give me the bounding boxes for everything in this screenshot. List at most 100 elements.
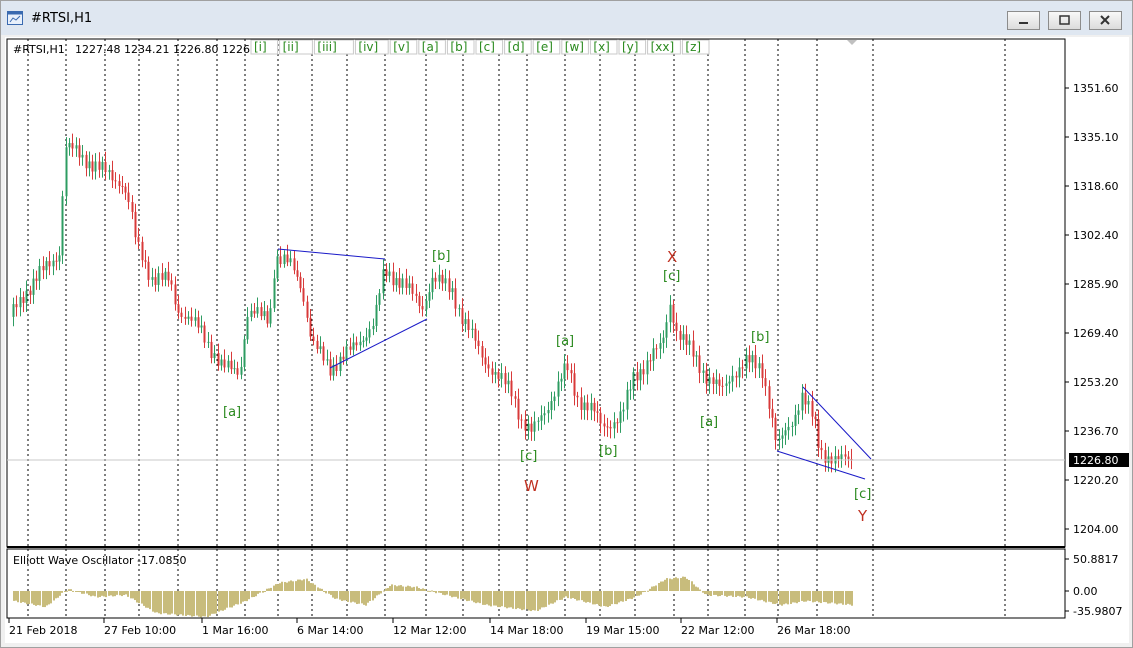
oscillator-bar xyxy=(686,578,688,591)
wave-button[interactable] xyxy=(446,39,475,55)
oscillator-bar xyxy=(398,585,400,591)
candle-body xyxy=(527,423,530,431)
minimize-button[interactable] xyxy=(1007,11,1040,30)
candle-body xyxy=(213,353,216,359)
wave-button[interactable] xyxy=(589,39,618,55)
wave-button[interactable] xyxy=(681,39,710,55)
oscillator-bar xyxy=(774,591,776,604)
oscillator-bar xyxy=(334,591,336,599)
oscillator-bar xyxy=(385,588,387,591)
oscillator-bar xyxy=(550,591,552,604)
oscillator-bar xyxy=(658,583,660,591)
oscillator-bar xyxy=(816,591,818,602)
close-button[interactable] xyxy=(1089,11,1122,30)
oscillator-bar xyxy=(15,591,17,601)
candle-body xyxy=(29,290,32,295)
wave-button[interactable] xyxy=(647,39,681,55)
oscillator-bar xyxy=(440,591,442,593)
candle-body xyxy=(748,355,751,363)
candle-body xyxy=(599,412,602,424)
oscillator-bar xyxy=(204,591,206,617)
wave-button[interactable] xyxy=(313,39,354,55)
oscillator-bar xyxy=(845,591,847,605)
wave-button[interactable] xyxy=(618,39,647,55)
oscillator-bar xyxy=(776,591,778,604)
oscillator-bar xyxy=(750,591,752,599)
oscillator-bar xyxy=(246,591,248,602)
candle-body xyxy=(184,316,187,319)
oscillator-bar xyxy=(31,591,33,604)
wave-button[interactable] xyxy=(532,39,561,55)
oscillator-bar xyxy=(785,591,787,604)
oscillator-bar xyxy=(218,591,220,612)
oscillator-bar xyxy=(462,591,464,599)
oscillator-bar xyxy=(367,591,369,603)
candle-body xyxy=(626,389,629,410)
oscillator-bar xyxy=(244,591,246,602)
oscillator-bar xyxy=(523,591,525,610)
chart-shift-marker[interactable] xyxy=(847,40,857,45)
candle-body xyxy=(236,368,239,375)
oscillator-bar xyxy=(242,591,244,602)
wave-label-y: Y xyxy=(857,507,868,525)
oscillator-bar xyxy=(809,591,811,601)
candle-body xyxy=(217,353,220,366)
wave-label-b1: [b] xyxy=(432,249,450,264)
oscillator-bar xyxy=(563,591,565,598)
oscillator-bar xyxy=(741,591,743,598)
oscillator-bar xyxy=(633,591,635,598)
candle-body xyxy=(467,319,470,331)
oscillator-bar xyxy=(460,591,462,600)
indicator-axis-label: 0.00 xyxy=(1073,585,1098,598)
wave-button[interactable] xyxy=(418,39,446,55)
oscillator-bar xyxy=(644,590,646,592)
indicator-axis[interactable]: 50.8817 0.00 -35.9807 xyxy=(1065,553,1122,618)
wave-button[interactable] xyxy=(389,39,418,55)
candle-body xyxy=(458,308,461,310)
maximize-button[interactable] xyxy=(1048,11,1081,30)
oscillator-bar xyxy=(446,591,448,595)
oscillator-bar xyxy=(578,591,580,601)
wave-button[interactable] xyxy=(250,39,279,55)
candle-body xyxy=(71,143,74,149)
candle-body xyxy=(45,261,48,271)
wave-button[interactable] xyxy=(475,39,504,55)
oscillator-bar xyxy=(631,591,633,600)
oscillator-bar xyxy=(345,591,347,601)
candle-body xyxy=(276,256,279,279)
oscillator-bar xyxy=(314,584,316,591)
candle-body xyxy=(190,316,193,321)
trendline-upper-2[interactable] xyxy=(802,386,872,460)
trendlines[interactable] xyxy=(277,248,872,480)
wave-label-w: W xyxy=(524,477,539,495)
indicator-plot-frame xyxy=(6,548,1066,619)
oscillator-bar xyxy=(732,591,734,597)
trendline-lower-2[interactable] xyxy=(776,450,866,480)
time-axis[interactable]: 21 Feb 2018 27 Feb 10:00 1 Mar 16:00 6 Mar … xyxy=(8,618,850,637)
price-axis[interactable]: 1351.60 1335.10 1318.60 1302.40 1285.90 1269.… xyxy=(1065,82,1119,536)
trendline-lower-1[interactable] xyxy=(329,318,428,369)
oscillator-bar xyxy=(673,577,675,591)
candle-body xyxy=(203,325,206,343)
oscillator-bar xyxy=(64,591,66,592)
wave-button[interactable] xyxy=(561,39,589,55)
candle-body xyxy=(61,196,64,256)
wave-button[interactable] xyxy=(504,39,532,55)
chart-area[interactable]: 1226.80 #RTSI,H1 1227.48 1234.21 1226.80… xyxy=(5,37,1129,643)
oscillator-bar xyxy=(743,591,745,597)
price-chart[interactable]: 1226.80 #RTSI,H1 1227.48 1234.21 1226.80… xyxy=(5,37,1129,643)
oscillator-bar xyxy=(585,591,587,603)
oscillator-bar xyxy=(713,591,715,595)
wave-button[interactable] xyxy=(354,39,389,55)
oscillator-bar xyxy=(438,591,440,593)
oscillator-bar xyxy=(761,591,763,600)
wave-toolbar[interactable]: [i] [ii] [iii] [iv] [v] [a] [b] [c] [d] [e] [w] [x]… xyxy=(250,39,710,55)
oscillator-bar xyxy=(123,591,125,596)
trendline-upper-1[interactable] xyxy=(277,248,386,260)
title-bar[interactable]: #RTSI,H1 xyxy=(1,1,1132,35)
oscillator-bar xyxy=(484,591,486,605)
candle-body xyxy=(164,271,167,280)
candle-body xyxy=(19,297,22,308)
candle-body xyxy=(646,360,649,375)
wave-button[interactable] xyxy=(279,39,313,55)
